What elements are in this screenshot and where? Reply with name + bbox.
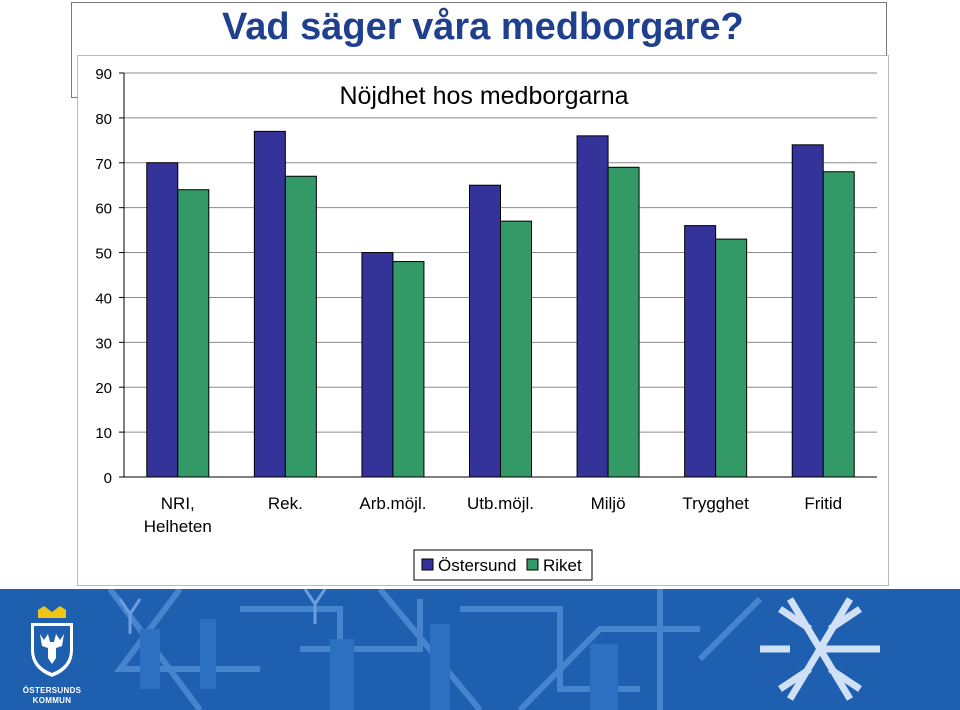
legend-swatch [526,558,539,571]
y-tick-label: 10 [95,425,112,442]
logo-line-1: ÖSTERSUNDS [22,686,82,695]
x-tick-label: Miljö [591,494,626,513]
x-tick-label: Rek. [268,494,303,513]
snowflake-icon [760,597,880,701]
y-tick-label: 0 [104,470,112,487]
y-tick-label: 30 [95,335,112,352]
legend-label: Riket [543,556,582,575]
y-tick-label: 80 [95,111,112,128]
coat-of-arms-icon [29,606,75,680]
bar-ostersund [253,130,286,478]
x-tick-label: Utb.möjl. [467,494,534,513]
bar-riket [284,175,317,478]
bar-riket [500,220,532,478]
legend-box [413,549,593,581]
bar-ostersund [146,162,179,478]
bar-riket [392,261,425,478]
x-tick-label: Trygghet [682,494,749,513]
bar-ostersund [576,135,609,478]
bar-riket [715,238,748,478]
x-tick-label: Arb.möjl. [359,494,426,513]
y-tick-label: 40 [95,290,112,307]
x-tick-label: NRI, Helheten [144,494,212,536]
bar-ostersund [684,225,717,478]
y-tick-label: 50 [95,246,112,263]
y-tick-label: 60 [95,201,112,218]
snowflake-pattern [0,589,960,710]
x-tick-label: Fritid [804,494,842,513]
bar-riket [177,189,210,478]
y-tick-label: 20 [95,380,112,397]
chart-title: Nöjdhet hos medborgarna [339,82,628,110]
legend-label: Östersund [438,556,516,575]
y-tick-label: 70 [95,156,112,173]
bar-ostersund [469,184,501,478]
slide-title: Vad säger våra medborgare? [222,6,744,48]
logo-line-2: KOMMUN [32,696,72,705]
bar-riket [607,166,640,478]
bar-riket [822,171,855,478]
legend-swatch [421,558,434,571]
y-tick-label: 90 [95,66,112,83]
decorative-band [0,589,960,710]
bar-ostersund [361,252,394,478]
logo: ÖSTERSUNDS KOMMUN [22,606,82,706]
bar-ostersund [791,144,824,478]
